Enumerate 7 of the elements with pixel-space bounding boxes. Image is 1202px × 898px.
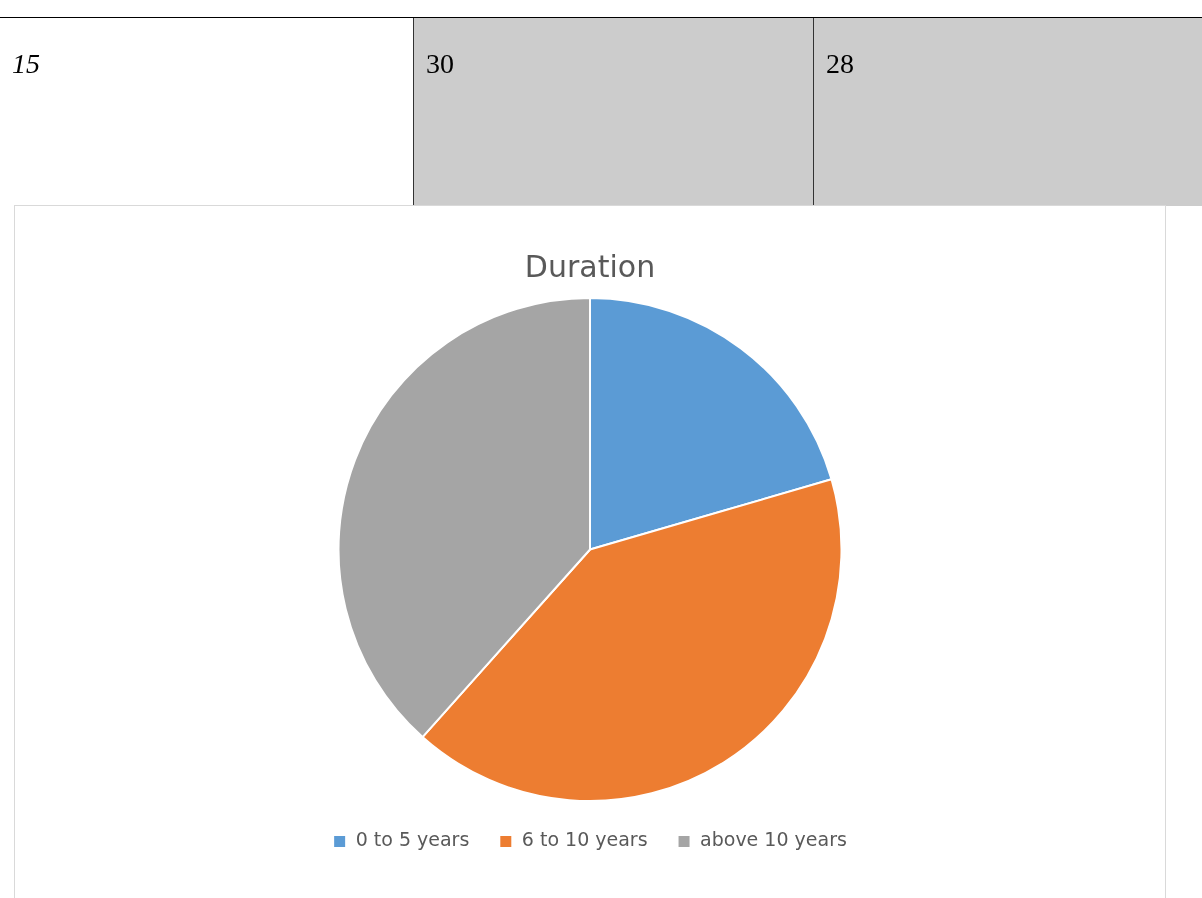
legend-label: 6 to 10 years: [521, 828, 648, 851]
text: 30: [413, 18, 813, 206]
text: 15: [0, 18, 413, 206]
legend-label: above 10 years: [700, 828, 847, 851]
legend-label: 0 to 5 years: [355, 828, 470, 851]
text: 28: [813, 18, 1202, 206]
chart-title: Duration: [524, 248, 656, 284]
